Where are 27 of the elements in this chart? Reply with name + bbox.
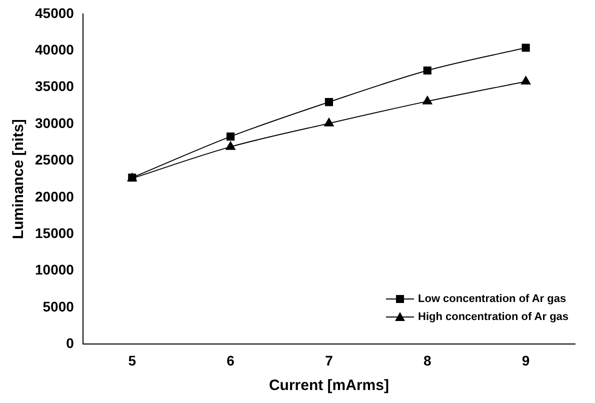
y-tick-label: 5000 — [42, 298, 74, 314]
x-tick-label: 7 — [325, 352, 334, 368]
x-tick-label: 8 — [423, 352, 432, 368]
point — [423, 66, 432, 75]
y-tick-label: 25000 — [34, 152, 74, 168]
y-tick-label: 10000 — [34, 262, 74, 278]
point — [226, 132, 235, 141]
y-tick-label: 45000 — [34, 4, 74, 21]
point — [226, 141, 236, 150]
x-tick-label: 6 — [226, 352, 235, 368]
legend-label: High concentration of Ar gas — [418, 311, 569, 324]
y-tick-label: 40000 — [34, 42, 74, 58]
y-tick-label: 15000 — [34, 224, 74, 241]
point — [324, 118, 334, 126]
y-tick-label: 30000 — [34, 114, 74, 131]
y-tick-label: 35000 — [34, 78, 74, 94]
y-axis-title: Luminance [nits] — [10, 119, 28, 240]
legend-label: Low concentration of Ar gas — [418, 293, 566, 306]
x-tick-label: 9 — [522, 352, 530, 368]
point — [520, 76, 531, 85]
x-tick-label: 5 — [128, 352, 136, 368]
point — [522, 44, 530, 52]
x-axis-title: Current [mArms] — [268, 377, 389, 394]
y-tick-label: 0 — [66, 335, 74, 352]
point — [422, 96, 432, 104]
y-tick-label: 20000 — [34, 188, 74, 204]
point — [324, 98, 333, 106]
